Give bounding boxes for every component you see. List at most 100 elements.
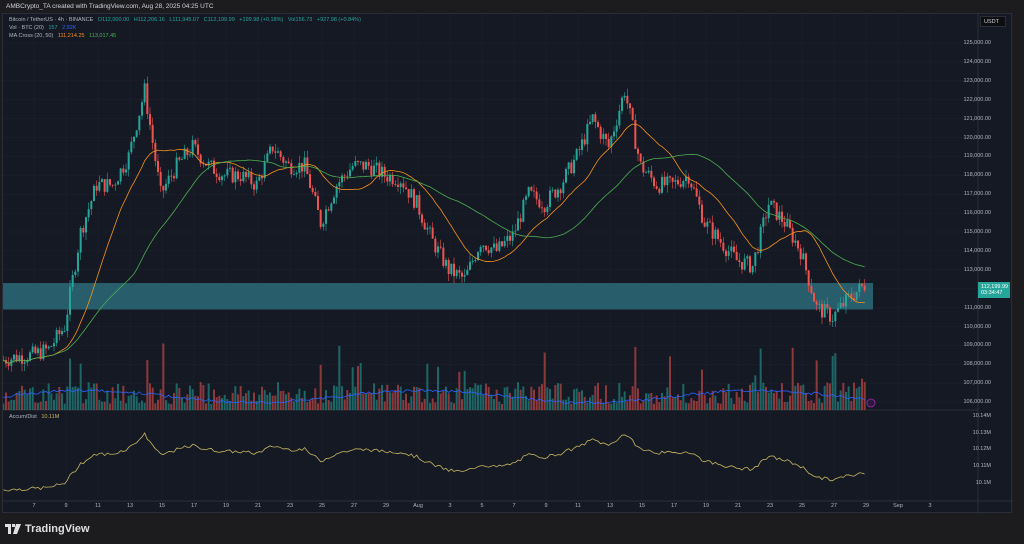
time-axis-label: 13 xyxy=(126,503,134,509)
volume-bar xyxy=(559,383,562,410)
price-axis-label: 113,000.00 xyxy=(963,266,991,273)
volume-bar xyxy=(522,386,525,410)
ohlc-open: O112,000.00 xyxy=(97,17,130,23)
candle-body xyxy=(378,162,381,177)
volume-bar xyxy=(735,392,738,410)
candle-body xyxy=(573,159,575,174)
candle-body xyxy=(317,196,319,211)
volume-bar xyxy=(23,389,26,410)
volume-bar xyxy=(626,401,629,410)
volume-bar xyxy=(138,402,141,410)
currency-button[interactable]: USDT xyxy=(980,16,1006,27)
candle-body xyxy=(450,263,453,275)
candle-body xyxy=(327,209,330,211)
volume-bar xyxy=(167,403,170,410)
volume-bar xyxy=(589,397,591,410)
volume-bar xyxy=(815,360,818,410)
candle-body xyxy=(418,195,421,215)
candle-body xyxy=(781,211,783,222)
volume-bar xyxy=(541,384,543,410)
volume-bar xyxy=(218,395,221,410)
candle-body xyxy=(191,140,194,155)
volume-bar xyxy=(413,386,415,410)
candle-body xyxy=(714,229,717,239)
chart-area[interactable]: Bitcoin / TetherUS · 4h · BINANCE O112,0… xyxy=(2,13,1013,514)
time-axis-label: 9 xyxy=(64,503,68,509)
volume-bar xyxy=(479,384,482,410)
volume-bar xyxy=(754,375,757,410)
volume-bar xyxy=(370,392,373,410)
volume-bar xyxy=(125,403,127,410)
tradingview-logo[interactable]: TradingView xyxy=(5,523,90,535)
volume-label[interactable]: Vol · BTC (20) xyxy=(9,25,44,31)
candle-body xyxy=(634,119,637,149)
candle-body xyxy=(711,222,714,239)
candle-body xyxy=(375,162,378,166)
volume-bar xyxy=(514,388,517,410)
candle-body xyxy=(591,114,594,122)
price-axis-label: 108,000.00 xyxy=(963,361,991,368)
candle-body xyxy=(730,246,733,252)
candle-body xyxy=(847,293,850,295)
volume-ma-line xyxy=(3,388,865,405)
candle-body xyxy=(559,189,562,194)
ad-legend: Accum/Dist 10.11M xyxy=(9,414,62,420)
candle-body xyxy=(506,235,509,242)
volume-bar xyxy=(453,403,455,410)
volume-bar xyxy=(309,400,311,410)
candle-body xyxy=(239,179,242,182)
candle-body xyxy=(831,321,834,322)
candle-body xyxy=(549,190,551,207)
volume-bar xyxy=(813,403,815,410)
candle-body xyxy=(639,153,642,162)
ad-axis-label: 10.12M xyxy=(972,446,991,453)
volume-bar xyxy=(613,399,615,410)
candle-body xyxy=(829,307,831,322)
volume-bar xyxy=(581,390,583,410)
candle-body xyxy=(402,183,405,188)
volume-bar xyxy=(330,401,333,410)
volume-bar xyxy=(594,385,597,410)
volume-bar xyxy=(610,403,613,410)
volume-bar xyxy=(226,399,229,410)
volume-bar xyxy=(767,392,770,410)
candle-body xyxy=(805,253,807,271)
volume-bar xyxy=(7,401,10,410)
volume-bar xyxy=(863,382,866,410)
volume-bar xyxy=(151,387,154,410)
ad-label[interactable]: Accum/Dist xyxy=(9,414,37,420)
candle-body xyxy=(813,293,815,302)
volume-bar xyxy=(397,384,399,410)
candle-body xyxy=(821,303,823,318)
candle-body xyxy=(29,352,31,361)
time-axis-label: 29 xyxy=(382,503,390,509)
candle-body xyxy=(767,204,770,219)
symbol-name[interactable]: Bitcoin / TetherUS · 4h · BINANCE xyxy=(9,17,94,23)
brand-name: TradingView xyxy=(25,523,90,535)
candle-body xyxy=(245,171,247,177)
volume-bar xyxy=(458,371,461,410)
volume-bar xyxy=(751,382,754,410)
candle-body xyxy=(485,245,487,251)
candle-body xyxy=(666,176,669,186)
ma50-value: 113,017.45 xyxy=(89,33,117,39)
volume-bar xyxy=(698,390,701,410)
candle-body xyxy=(735,251,738,261)
volume-bar xyxy=(834,353,837,410)
chart-canvas[interactable] xyxy=(3,14,1013,514)
candle-body xyxy=(37,348,39,354)
price-axis-label: 106,000.00 xyxy=(963,399,991,406)
candle-body xyxy=(55,330,58,344)
ad-axis-label: 10.14M xyxy=(972,413,991,419)
candle-body xyxy=(77,252,79,272)
volume-bar xyxy=(810,400,813,410)
volume-bar xyxy=(93,383,95,410)
candle-body xyxy=(130,141,133,153)
candle-body xyxy=(597,121,599,127)
volume-bar xyxy=(471,388,474,410)
ma-label[interactable]: MA Cross (20, 50) xyxy=(9,33,54,39)
volume-bar xyxy=(63,403,66,410)
volume-bar xyxy=(106,390,109,410)
candle-body xyxy=(677,180,679,185)
candle-body xyxy=(45,344,47,349)
